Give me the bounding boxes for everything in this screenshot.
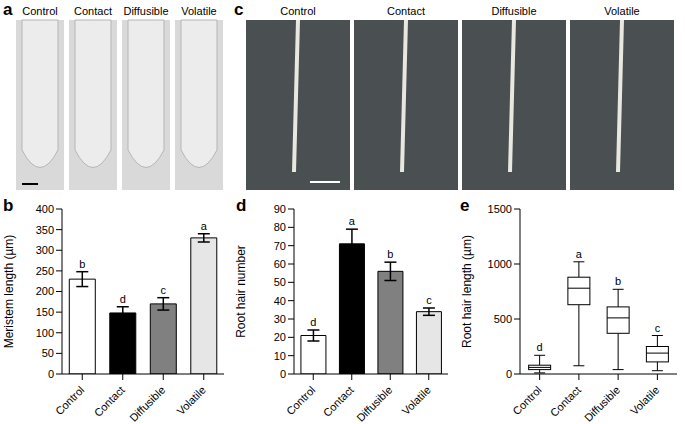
svg-text:Root hair length (µm): Root hair length (µm) <box>460 235 474 348</box>
svg-text:20: 20 <box>274 331 286 343</box>
svg-text:200: 200 <box>36 285 54 297</box>
svg-text:a: a <box>201 220 208 232</box>
svg-text:Diffusible: Diffusible <box>123 5 168 17</box>
svg-text:d: d <box>120 293 126 305</box>
svg-text:Diffusible: Diffusible <box>582 384 622 424</box>
svg-text:1500: 1500 <box>488 203 512 215</box>
svg-text:Contact: Contact <box>387 5 425 17</box>
svg-text:300: 300 <box>36 244 54 256</box>
svg-text:Volatile: Volatile <box>399 384 433 418</box>
svg-text:80: 80 <box>274 221 286 233</box>
html-text:a: a <box>3 0 13 19</box>
svg-text:Contact: Contact <box>321 384 356 419</box>
svg-text:Diffusible: Diffusible <box>491 5 536 17</box>
svg-text:0: 0 <box>48 368 54 380</box>
svg-text:Volatile: Volatile <box>628 384 662 418</box>
svg-text:Contact: Contact <box>74 5 112 17</box>
svg-text:Control: Control <box>280 5 315 17</box>
svg-text:Volatile: Volatile <box>181 5 216 17</box>
svg-text:10: 10 <box>274 350 286 362</box>
svg-text:40: 40 <box>274 295 286 307</box>
svg-text:150: 150 <box>36 306 54 318</box>
svg-text:50: 50 <box>42 347 54 359</box>
html-text:d: d <box>236 196 247 215</box>
svg-text:0: 0 <box>280 368 286 380</box>
svg-text:1000: 1000 <box>488 258 512 270</box>
svg-text:500: 500 <box>494 313 512 325</box>
svg-text:Diffusible: Diffusible <box>354 384 394 424</box>
svg-text:Control: Control <box>22 5 57 17</box>
svg-text:350: 350 <box>36 224 54 236</box>
svg-text:50: 50 <box>274 276 286 288</box>
svg-text:Meristem length (µm): Meristem length (µm) <box>2 235 16 349</box>
svg-text:Volatile: Volatile <box>604 5 639 17</box>
svg-text:d: d <box>537 341 543 353</box>
svg-text:70: 70 <box>274 240 286 252</box>
svg-text:250: 250 <box>36 265 54 277</box>
svg-text:90: 90 <box>274 203 286 215</box>
svg-text:Diffusible: Diffusible <box>127 384 167 424</box>
svg-text:Control: Control <box>510 384 544 418</box>
svg-text:400: 400 <box>36 203 54 215</box>
svg-text:a: a <box>349 215 356 227</box>
svg-text:d: d <box>310 316 316 328</box>
svg-text:c: c <box>161 284 167 296</box>
svg-text:Volatile: Volatile <box>174 384 208 418</box>
svg-text:Root hair number: Root hair number <box>234 245 248 338</box>
svg-text:60: 60 <box>274 258 286 270</box>
svg-text:Control: Control <box>284 384 318 418</box>
html-text:b: b <box>3 196 14 215</box>
svg-text:c: c <box>426 294 432 306</box>
svg-text:b: b <box>79 258 85 270</box>
html-text:e: e <box>460 196 470 215</box>
svg-text:b: b <box>615 275 621 287</box>
svg-text:a: a <box>576 248 583 260</box>
svg-text:Control: Control <box>53 384 87 418</box>
html-text:c: c <box>234 0 244 19</box>
svg-text:0: 0 <box>506 368 512 380</box>
svg-text:c: c <box>655 322 661 334</box>
svg-text:b: b <box>387 248 393 260</box>
svg-text:Contact: Contact <box>548 384 583 419</box>
svg-text:Contact: Contact <box>92 384 127 419</box>
svg-text:100: 100 <box>36 327 54 339</box>
svg-text:30: 30 <box>274 313 286 325</box>
